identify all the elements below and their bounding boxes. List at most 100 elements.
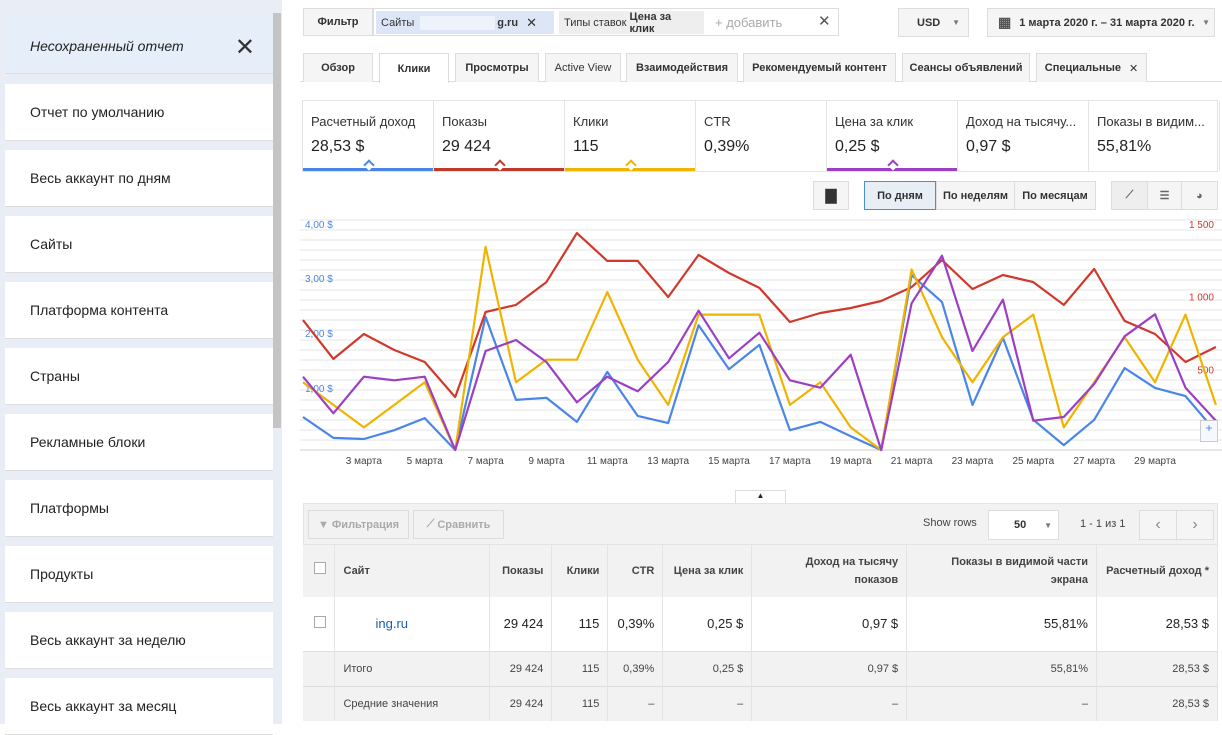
sidebar-item-unsaved-report[interactable]: Несохраненный отчет ✕ (5, 18, 273, 74)
metric-value: 28,53 $ (311, 138, 365, 155)
sidebar-item[interactable]: Весь аккаунт за неделю (5, 612, 273, 669)
filter-chip-sites[interactable]: Сайты g.ru ✕ (376, 11, 554, 34)
col-clicks[interactable]: Клики (551, 545, 609, 597)
series-line-Расчетный-доход (302, 273, 1217, 452)
close-icon[interactable]: ✕ (526, 14, 537, 30)
tab-6[interactable]: Сеансы объявлений (902, 53, 1030, 82)
metric-label: CTR (704, 114, 731, 129)
compare-button[interactable]: ⟋ Сравнить (413, 510, 504, 539)
metric-label: Клики (573, 114, 609, 129)
tab-label: Рекомендуемый контент (752, 62, 887, 74)
col-site[interactable]: Сайт (334, 545, 491, 597)
sidebar-item[interactable]: Сайты (5, 216, 273, 273)
col-revenue[interactable]: Расчетный доход * (1096, 545, 1219, 597)
metric-card[interactable]: Клики 115 (565, 101, 696, 171)
tab-4[interactable]: Взаимодействия (626, 53, 738, 82)
label: Фильтрация (331, 518, 400, 531)
cell: 0,97 $ (751, 650, 908, 686)
period-0[interactable]: По дням (864, 181, 936, 210)
annotations-button[interactable]: ▇ (813, 181, 849, 210)
metric-label: Цена за клик (835, 114, 914, 129)
metric-card[interactable]: Доход на тысячу... 0,97 $ (958, 101, 1089, 171)
sidebar-item[interactable]: Продукты (5, 546, 273, 603)
sidebar-item[interactable]: Платформы (5, 480, 273, 537)
tab-label: Обзор (321, 62, 355, 74)
sidebar-item[interactable]: Весь аккаунт по дням (5, 150, 273, 207)
line-chart-button[interactable]: ⟋ (1111, 181, 1148, 210)
line-chart-icon: ⟋ (1125, 189, 1134, 201)
cell-ctr: 0,39% (607, 597, 664, 651)
table-filter-button[interactable]: ▼ Фильтрация (308, 510, 409, 539)
col-viewability[interactable]: Показы в видимой части экрана (906, 545, 1097, 597)
tab-7[interactable]: Специальные ✕ (1036, 53, 1147, 82)
x-axis-tick: 15 марта (708, 456, 750, 467)
metric-card[interactable]: Цена за клик 0,25 $ (827, 101, 958, 171)
table-row: ing.ru 29 424 115 0,39% 0,25 $ 0,97 $ 55… (303, 597, 1219, 651)
tab-2[interactable]: Просмотры (455, 53, 539, 82)
currency-select[interactable]: USD ▼ (898, 8, 969, 37)
period-1[interactable]: По неделям (936, 181, 1015, 210)
col-ctr[interactable]: CTR (607, 545, 664, 597)
zoom-chart-icon[interactable]: + (1200, 420, 1218, 442)
cell: 0,39% (607, 650, 664, 686)
close-icon[interactable]: ✕ (234, 34, 255, 61)
x-axis-tick: 27 марта (1073, 456, 1115, 467)
tab-label: Клики (397, 62, 431, 75)
filter-chip-bid-type[interactable]: Типы ставок Цена за клик (559, 11, 704, 35)
x-axis-tick: 5 марта (407, 456, 444, 467)
sidebar-item[interactable]: Страны (5, 348, 273, 405)
cell: 29 424 (489, 685, 553, 721)
metric-label: Показы (442, 114, 487, 129)
cell: 29 424 (489, 650, 553, 686)
col-impressions[interactable]: Показы (489, 545, 553, 597)
average-label: Средние значения (334, 685, 491, 721)
date-range-picker[interactable]: ▦ 1 марта 2020 г. – 31 марта 2020 г. ▼ (987, 8, 1215, 37)
metric-card[interactable]: Расчетный доход 28,53 $ (303, 101, 434, 171)
metric-cards (302, 100, 1218, 172)
period-2[interactable]: По месяцам (1014, 181, 1096, 210)
next-page-button[interactable]: › (1176, 510, 1214, 540)
tab-3[interactable]: Active View (545, 53, 621, 82)
tab-label: Просмотры (465, 62, 529, 74)
metric-card[interactable]: Показы 29 424 (434, 101, 565, 171)
chip-value: g.ru (497, 16, 519, 29)
add-filter[interactable]: + добавить (715, 15, 783, 30)
tab-1[interactable]: Клики (379, 53, 449, 83)
cell: 115 (551, 685, 609, 721)
pie-chart-button[interactable]: ◕ (1181, 181, 1218, 210)
scrollbar[interactable] (273, 13, 281, 428)
average-row: Средние значения 29 424 115– – – –28,53 $ (303, 685, 1219, 721)
bar-chart-button[interactable]: ☰ (1147, 181, 1182, 210)
filter-button[interactable]: Фильтр (303, 8, 373, 36)
metric-card[interactable]: Показы в видим... 55,81% (1089, 101, 1220, 171)
metric-card[interactable]: CTR 0,39% (696, 101, 827, 171)
sidebar-item[interactable]: Рекламные блоки (5, 414, 273, 471)
tab-5[interactable]: Рекомендуемый контент (743, 53, 896, 82)
prev-page-button[interactable]: ‹ (1139, 510, 1177, 540)
metric-value: 0,39% (704, 138, 750, 155)
select-all-checkbox[interactable] (303, 545, 336, 597)
sidebar-item[interactable]: Отчет по умолчанию (5, 84, 273, 141)
x-axis-tick: 21 марта (891, 456, 933, 467)
row-checkbox[interactable] (303, 597, 336, 651)
right-axis-tick: 1 500 (1189, 220, 1214, 231)
metric-label: Доход на тысячу... (966, 114, 1077, 129)
sidebar-item[interactable]: Весь аккаунт за месяц (5, 678, 273, 735)
collapse-chart-toggle[interactable]: ▲ (735, 490, 786, 504)
line-chart: 4,00 $ 3,00 $ 2,00 $ 1,00 $ 1 500 1 000 500 3 м… (300, 219, 1222, 467)
cell: – (906, 685, 1097, 721)
tab-0[interactable]: Обзор (303, 53, 373, 82)
rows-value: 50 (1014, 519, 1027, 531)
close-icon[interactable]: ✕ (1129, 62, 1139, 75)
metric-label: Расчетный доход (311, 114, 416, 129)
chip-key: Типы ставок (564, 16, 627, 29)
rows-per-page-select[interactable]: 50 ▼ (988, 510, 1059, 540)
cell: 55,81% (906, 650, 1097, 686)
x-axis-tick: 9 марта (528, 456, 565, 467)
col-rpm[interactable]: Доход на тысячу показов (751, 545, 908, 597)
sidebar-item[interactable]: Платформа контента (5, 282, 273, 339)
clear-filter-icon[interactable]: ✕ (818, 13, 831, 30)
cell-cpc: 0,25 $ (662, 597, 753, 651)
site-link[interactable]: ing.ru (334, 597, 491, 651)
col-cpc[interactable]: Цена за клик (662, 545, 753, 597)
